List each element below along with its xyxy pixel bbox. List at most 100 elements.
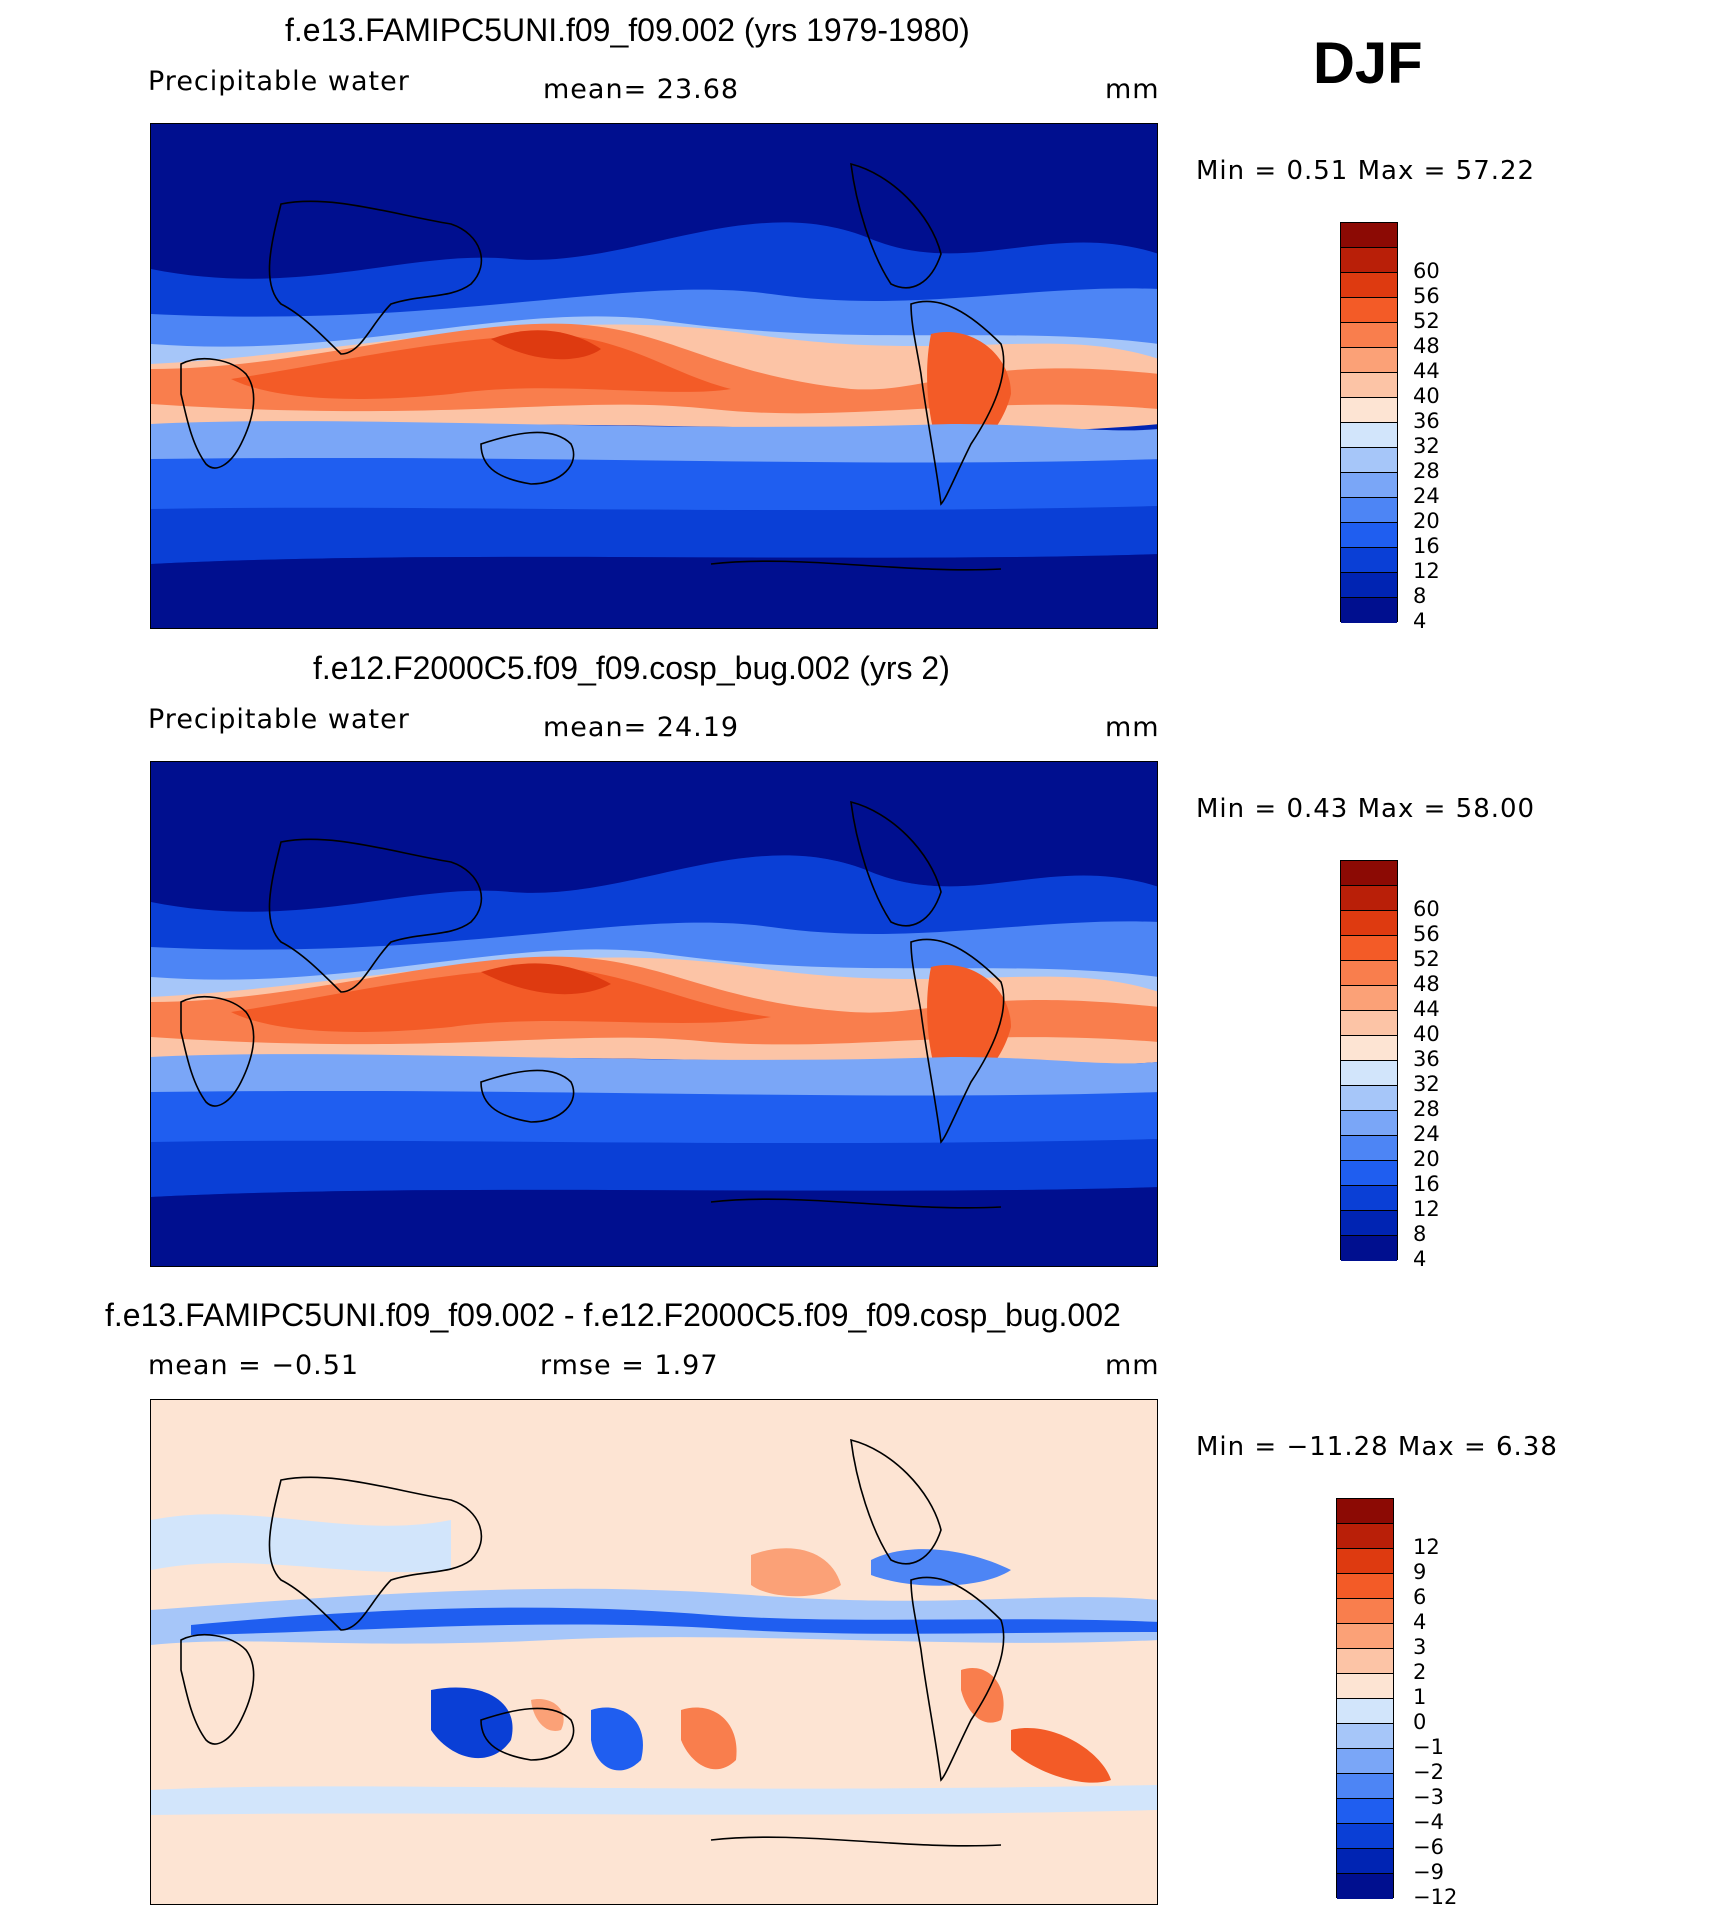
colorbar-tick-label: 16	[1413, 534, 1440, 558]
colorbar-segment	[1341, 1136, 1397, 1161]
colorbar-segment	[1337, 1749, 1393, 1774]
colorbar-segment	[1341, 1011, 1397, 1036]
panel3-minmax-label: Min = −11.28 Max = 6.38	[1196, 1432, 1558, 1462]
panel2-variable-label: Precipitable water	[148, 704, 410, 735]
colorbar-tick-label: 36	[1413, 1047, 1440, 1071]
colorbar-tick-label: −1	[1413, 1735, 1444, 1759]
colorbar-tick-label: 4	[1413, 1610, 1427, 1634]
colorbar-tick-label: 12	[1413, 559, 1440, 583]
panel2-field-svg	[151, 762, 1157, 1266]
colorbar-tick-label: 8	[1413, 584, 1427, 608]
colorbar-segment	[1337, 1874, 1393, 1899]
panel3-colorbar	[1336, 1498, 1394, 1899]
colorbar-tick-label: 28	[1413, 1097, 1440, 1121]
colorbar-segment	[1337, 1499, 1393, 1524]
colorbar-tick-label: 44	[1413, 997, 1440, 1021]
colorbar-segment	[1341, 373, 1397, 398]
panel2-colorbar-ticks: 4 8 12 16 20 24 28 32 36 40 44 48 52 56 60	[1413, 860, 1473, 1271]
colorbar-tick-label: 60	[1413, 897, 1440, 921]
colorbar-segment	[1341, 1236, 1397, 1261]
panel3-rmse-label: rmse = 1.97	[540, 1350, 719, 1381]
panel3-field-svg	[151, 1400, 1157, 1904]
colorbar-segment	[1341, 861, 1397, 886]
colorbar-tick-label: 52	[1413, 309, 1440, 333]
panel2-mean-label: mean= 24.19	[543, 712, 740, 743]
colorbar-tick-label: 20	[1413, 509, 1440, 533]
colorbar-tick-label: 48	[1413, 972, 1440, 996]
colorbar-tick-label: −2	[1413, 1760, 1444, 1784]
colorbar-segment	[1341, 598, 1397, 623]
colorbar-tick-label: 4	[1413, 1247, 1427, 1271]
panel1-title: f.e13.FAMIPC5UNI.f09_f09.002 (yrs 1979-1…	[285, 12, 970, 48]
panel1-units-label: mm	[1105, 74, 1160, 105]
colorbar-tick-label: 36	[1413, 409, 1440, 433]
colorbar-segment	[1337, 1649, 1393, 1674]
colorbar-tick-label: 24	[1413, 484, 1440, 508]
colorbar-tick-label: 2	[1413, 1660, 1427, 1684]
colorbar-segment	[1341, 1186, 1397, 1211]
panel1-map	[150, 123, 1158, 629]
panel2-title: f.e12.F2000C5.f09_f09.cosp_bug.002 (yrs …	[313, 650, 950, 686]
colorbar-segment	[1337, 1574, 1393, 1599]
colorbar-segment	[1337, 1724, 1393, 1749]
panel3-mean-label: mean = −0.51	[148, 1350, 360, 1381]
colorbar-tick-label: 28	[1413, 459, 1440, 483]
colorbar-segment	[1341, 298, 1397, 323]
colorbar-tick-label: −3	[1413, 1785, 1444, 1809]
panel1-colorbar	[1340, 222, 1398, 623]
colorbar-segment	[1341, 1161, 1397, 1186]
colorbar-tick-label: 12	[1413, 1197, 1440, 1221]
colorbar-segment	[1341, 348, 1397, 373]
colorbar-segment	[1341, 961, 1397, 986]
colorbar-segment	[1341, 448, 1397, 473]
colorbar-segment	[1341, 1211, 1397, 1236]
colorbar-tick-label: 60	[1413, 259, 1440, 283]
colorbar-segment	[1337, 1849, 1393, 1874]
season-label: DJF	[1313, 31, 1423, 96]
colorbar-tick-label: −6	[1413, 1835, 1444, 1859]
panel2-map	[150, 761, 1158, 1267]
colorbar-tick-label: 32	[1413, 1072, 1440, 1096]
colorbar-segment	[1341, 573, 1397, 598]
panel3-units-label: mm	[1105, 1350, 1160, 1381]
colorbar-segment	[1341, 1036, 1397, 1061]
colorbar-tick-label: 3	[1413, 1635, 1427, 1659]
colorbar-segment	[1337, 1674, 1393, 1699]
colorbar-tick-label: −9	[1413, 1860, 1444, 1884]
panel1-mean-label: mean= 23.68	[543, 74, 740, 105]
colorbar-tick-label: 40	[1413, 1022, 1440, 1046]
colorbar-segment	[1341, 498, 1397, 523]
panel2-units-label: mm	[1105, 712, 1160, 743]
colorbar-tick-label: 56	[1413, 284, 1440, 308]
colorbar-tick-label: −4	[1413, 1810, 1444, 1834]
panel1-variable-label: Precipitable water	[148, 66, 410, 97]
colorbar-tick-label: 6	[1413, 1585, 1427, 1609]
colorbar-segment	[1341, 911, 1397, 936]
colorbar-segment	[1337, 1699, 1393, 1724]
colorbar-segment	[1341, 1111, 1397, 1136]
panel2-colorbar	[1340, 860, 1398, 1261]
colorbar-tick-label: 12	[1413, 1535, 1440, 1559]
colorbar-tick-label: 0	[1413, 1710, 1427, 1734]
colorbar-segment	[1337, 1799, 1393, 1824]
colorbar-segment	[1341, 398, 1397, 423]
colorbar-tick-label: 4	[1413, 609, 1427, 633]
colorbar-segment	[1341, 886, 1397, 911]
panel3-title: f.e13.FAMIPC5UNI.f09_f09.002 - f.e12.F20…	[105, 1297, 1121, 1333]
panel1-field-svg	[151, 124, 1157, 628]
colorbar-tick-label: 44	[1413, 359, 1440, 383]
colorbar-tick-label: 16	[1413, 1172, 1440, 1196]
colorbar-segment	[1341, 248, 1397, 273]
colorbar-tick-label: 48	[1413, 334, 1440, 358]
colorbar-tick-label: 24	[1413, 1122, 1440, 1146]
colorbar-segment	[1341, 548, 1397, 573]
colorbar-tick-label: 40	[1413, 384, 1440, 408]
colorbar-tick-label: 56	[1413, 922, 1440, 946]
colorbar-segment	[1341, 1086, 1397, 1111]
colorbar-segment	[1341, 223, 1397, 248]
panel1-minmax-label: Min = 0.51 Max = 57.22	[1196, 156, 1536, 186]
colorbar-segment	[1341, 986, 1397, 1011]
colorbar-segment	[1337, 1549, 1393, 1574]
colorbar-tick-label: 52	[1413, 947, 1440, 971]
colorbar-segment	[1337, 1599, 1393, 1624]
